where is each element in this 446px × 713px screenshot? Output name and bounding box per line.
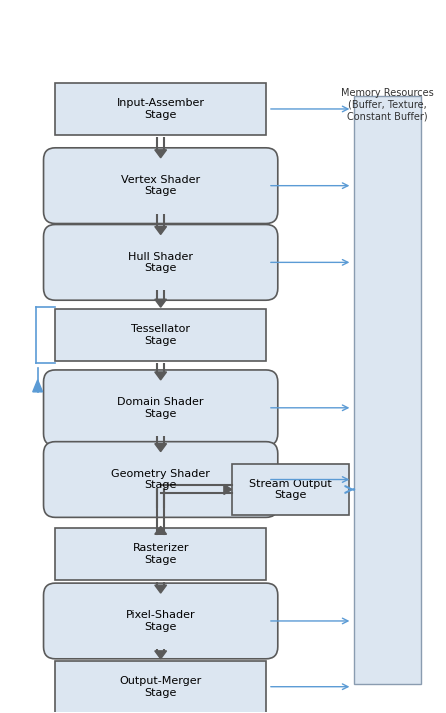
Polygon shape [155,443,166,451]
Text: Memory Resources
(Buffer, Texture,
Constant Buffer): Memory Resources (Buffer, Texture, Const… [341,88,434,121]
Text: Vertex Shader
Stage: Vertex Shader Stage [121,175,200,197]
Polygon shape [155,651,166,659]
FancyBboxPatch shape [44,441,278,518]
Text: Domain Shader
Stage: Domain Shader Stage [117,397,204,419]
Polygon shape [155,526,166,534]
FancyBboxPatch shape [44,225,278,300]
Text: Rasterizer
Stage: Rasterizer Stage [132,543,189,565]
Polygon shape [155,150,166,158]
FancyBboxPatch shape [55,661,266,712]
Polygon shape [155,299,166,307]
FancyBboxPatch shape [354,96,421,684]
Polygon shape [155,227,166,235]
Polygon shape [33,380,42,392]
FancyBboxPatch shape [232,463,349,515]
Text: Pixel-Shader
Stage: Pixel-Shader Stage [126,610,195,632]
FancyBboxPatch shape [55,83,266,135]
FancyBboxPatch shape [44,370,278,446]
FancyBboxPatch shape [55,309,266,361]
Text: Input-Assember
Stage: Input-Assember Stage [117,98,205,120]
Text: Output-Merger
Stage: Output-Merger Stage [120,676,202,697]
Polygon shape [155,372,166,380]
FancyBboxPatch shape [44,583,278,659]
FancyBboxPatch shape [44,148,278,223]
Polygon shape [224,485,232,494]
Text: Tessellator
Stage: Tessellator Stage [131,324,190,346]
FancyBboxPatch shape [55,528,266,580]
Text: Hull Shader
Stage: Hull Shader Stage [128,252,193,273]
Text: Stream Output
Stage: Stream Output Stage [249,478,332,501]
Text: Geometry Shader
Stage: Geometry Shader Stage [111,468,210,491]
Polygon shape [155,585,166,593]
